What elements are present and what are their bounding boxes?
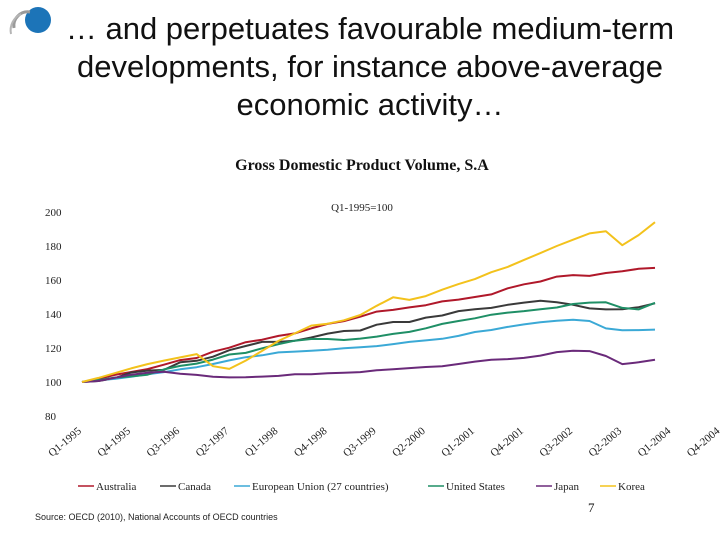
legend-label: Canada — [178, 481, 211, 493]
x-tick-label: Q1-2004 — [636, 425, 674, 460]
series-line-1 — [81, 299, 656, 383]
page-number: 7 — [588, 500, 595, 515]
series-line-2 — [81, 318, 656, 383]
chart-title: Gross Domestic Product Volume, S.A — [235, 157, 489, 174]
y-tick-label: 200 — [45, 207, 62, 219]
x-tick-label: Q4-1995 — [95, 425, 133, 460]
y-tick-label: 160 — [45, 275, 62, 287]
x-tick-label: Q3-2002 — [537, 425, 575, 459]
x-tick-label: Q3-1999 — [341, 425, 379, 460]
x-tick-label: Q1-2001 — [439, 425, 477, 459]
x-tick-label: Q4-2001 — [488, 425, 526, 459]
oecd-logo — [9, 7, 51, 35]
slide-title: … and perpetuates favourable medium-term… — [65, 11, 675, 122]
y-tick-label: 180 — [45, 241, 62, 253]
legend-label: European Union (27 countries) — [252, 481, 389, 493]
series-line-5 — [81, 221, 656, 383]
source-note: Source: OECD (2010), National Accounts o… — [35, 512, 278, 522]
y-tick-label: 100 — [45, 377, 62, 389]
x-tick-label: Q2-2003 — [587, 425, 625, 460]
series-lines — [81, 221, 656, 383]
series-line-3 — [81, 301, 656, 383]
legend-label: Australia — [96, 481, 136, 493]
legend: Australia Canada European Union (27 countr… — [78, 481, 645, 493]
series-line-0 — [81, 266, 656, 383]
legend-label: United States — [446, 481, 505, 493]
x-tick-label: Q2-2000 — [390, 425, 428, 460]
y-axis: 80 100 120 140 160 180 200 — [45, 207, 62, 423]
chart-subtitle: Q1-1995=100 — [331, 202, 393, 214]
x-tick-label: Q2-1997 — [194, 425, 232, 460]
x-tick-label: Q3-1996 — [144, 425, 182, 460]
legend-label: Japan — [554, 481, 580, 493]
y-tick-label: 140 — [45, 309, 62, 321]
series-line-4 — [81, 349, 656, 383]
y-tick-label: 120 — [45, 343, 62, 355]
x-tick-label: Q4-2004 — [685, 425, 720, 460]
x-axis: Q1-1995 Q4-1995 Q3-1996 Q2-1997 Q1-1998 Q4-19… — [46, 425, 720, 460]
x-tick-label: Q1-1998 — [243, 425, 281, 460]
x-tick-label: Q4-1998 — [292, 425, 330, 460]
legend-label: Korea — [618, 481, 645, 493]
x-tick-label: Q1-1995 — [46, 425, 84, 460]
y-tick-label: 80 — [45, 411, 57, 423]
